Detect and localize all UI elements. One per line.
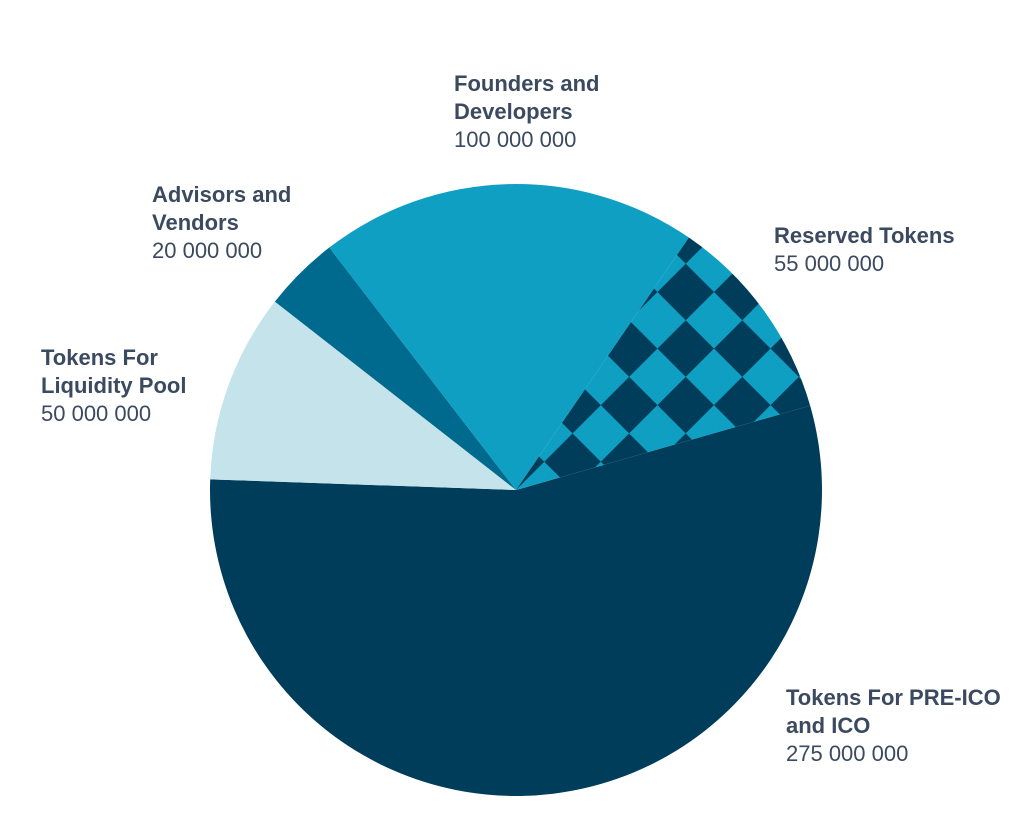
label-value: 50 000 000 xyxy=(41,401,152,426)
pie-slice-2 xyxy=(274,247,516,490)
label-value: 55 000 000 xyxy=(774,251,885,276)
pie-slice-3 xyxy=(329,184,689,491)
label-reserved: Reserved Tokens 55 000 000 xyxy=(774,222,955,278)
label-name-line: Developers xyxy=(454,99,573,124)
label-name-line: Founders and xyxy=(454,71,600,96)
label-name-line: Reserved Tokens xyxy=(774,223,955,248)
label-founders: Founders and Developers 100 000 000 xyxy=(454,70,599,154)
label-name-line: Liquidity Pool xyxy=(41,373,187,398)
label-name-line: Tokens For PRE-ICO xyxy=(786,685,1001,710)
pie-slice-4 xyxy=(516,237,811,490)
label-advisors: Advisors and Vendors 20 000 000 xyxy=(152,181,291,265)
label-value: 20 000 000 xyxy=(152,238,263,263)
label-name-line: Advisors and xyxy=(152,182,292,207)
pie-slice-1 xyxy=(210,301,516,490)
label-name-line: and ICO xyxy=(786,713,871,738)
pie-slice-0 xyxy=(209,405,822,796)
label-value: 100 000 000 xyxy=(454,127,577,152)
label-name-line: Vendors xyxy=(152,210,239,235)
label-name-line: Tokens For xyxy=(41,345,158,370)
label-value: 275 000 000 xyxy=(786,741,909,766)
label-pre-ico: Tokens For PRE-ICO and ICO 275 000 000 xyxy=(786,684,1001,768)
label-liquidity-pool: Tokens For Liquidity Pool 50 000 000 xyxy=(41,344,186,428)
